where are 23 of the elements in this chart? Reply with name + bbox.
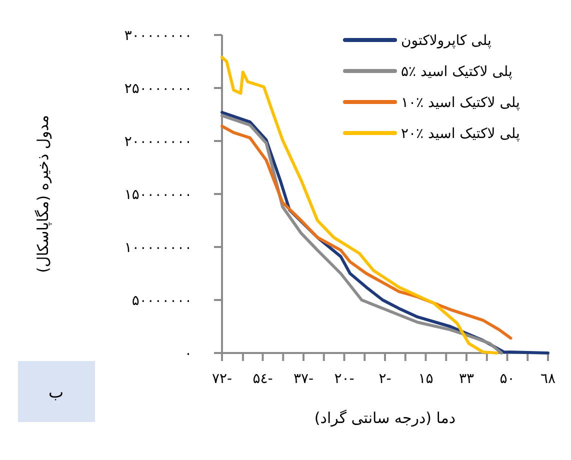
- y-tick-label: ۲۰۰۰۰۰۰۰۰: [124, 134, 192, 150]
- x-tick-label: ۲-: [378, 371, 392, 387]
- y-tick-label: ۳۰۰۰۰۰۰۰۰: [124, 28, 192, 44]
- legend-label: ۲۰٪ پلی لاکتیک اسید: [401, 126, 520, 142]
- x-axis-title: دما (درجه سانتی گراد): [314, 409, 456, 427]
- x-tick-label: ۷۲-: [212, 371, 232, 387]
- x-tick-label: ٦۸: [540, 371, 556, 387]
- y-tick-label: ۰: [184, 346, 192, 362]
- y-tick-label: ۱۵۰۰۰۰۰۰۰: [124, 186, 192, 203]
- legend-label: ۱۰٪ پلی لاکتیک اسید: [401, 94, 520, 111]
- x-tick-label: ۳۷-: [293, 371, 314, 387]
- legend-label: ۵٪ پلی لاکتیک اسید: [401, 64, 513, 80]
- y-tick-label: ۲۵۰۰۰۰۰۰۰: [124, 80, 192, 97]
- x-tick-label: ۵٤-: [252, 371, 273, 387]
- x-tick-label: ۱۵: [418, 371, 434, 387]
- y-tick-label: ۵۰۰۰۰۰۰۰: [132, 292, 192, 309]
- x-tick-label: ۵۰: [500, 371, 515, 387]
- y-axis-title: مدول ذخیره (مگاپاسکال): [34, 115, 52, 273]
- x-tick-label: ۳۳: [458, 371, 474, 387]
- legend-label: پلی کاپرولاکتون: [401, 32, 492, 49]
- y-tick-label: ۱۰۰۰۰۰۰۰۰: [124, 240, 192, 256]
- text: ب: [48, 382, 64, 402]
- x-tick-label: ۲۰-: [334, 371, 354, 387]
